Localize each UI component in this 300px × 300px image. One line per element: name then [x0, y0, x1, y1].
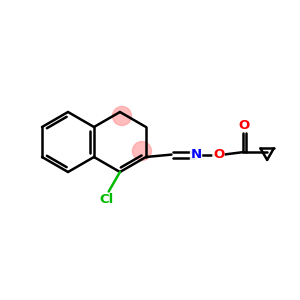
Text: Cl: Cl [100, 193, 114, 206]
Circle shape [132, 142, 152, 160]
Text: O: O [213, 148, 224, 161]
Text: N: N [190, 148, 202, 161]
Circle shape [112, 106, 131, 125]
Text: O: O [238, 119, 250, 132]
